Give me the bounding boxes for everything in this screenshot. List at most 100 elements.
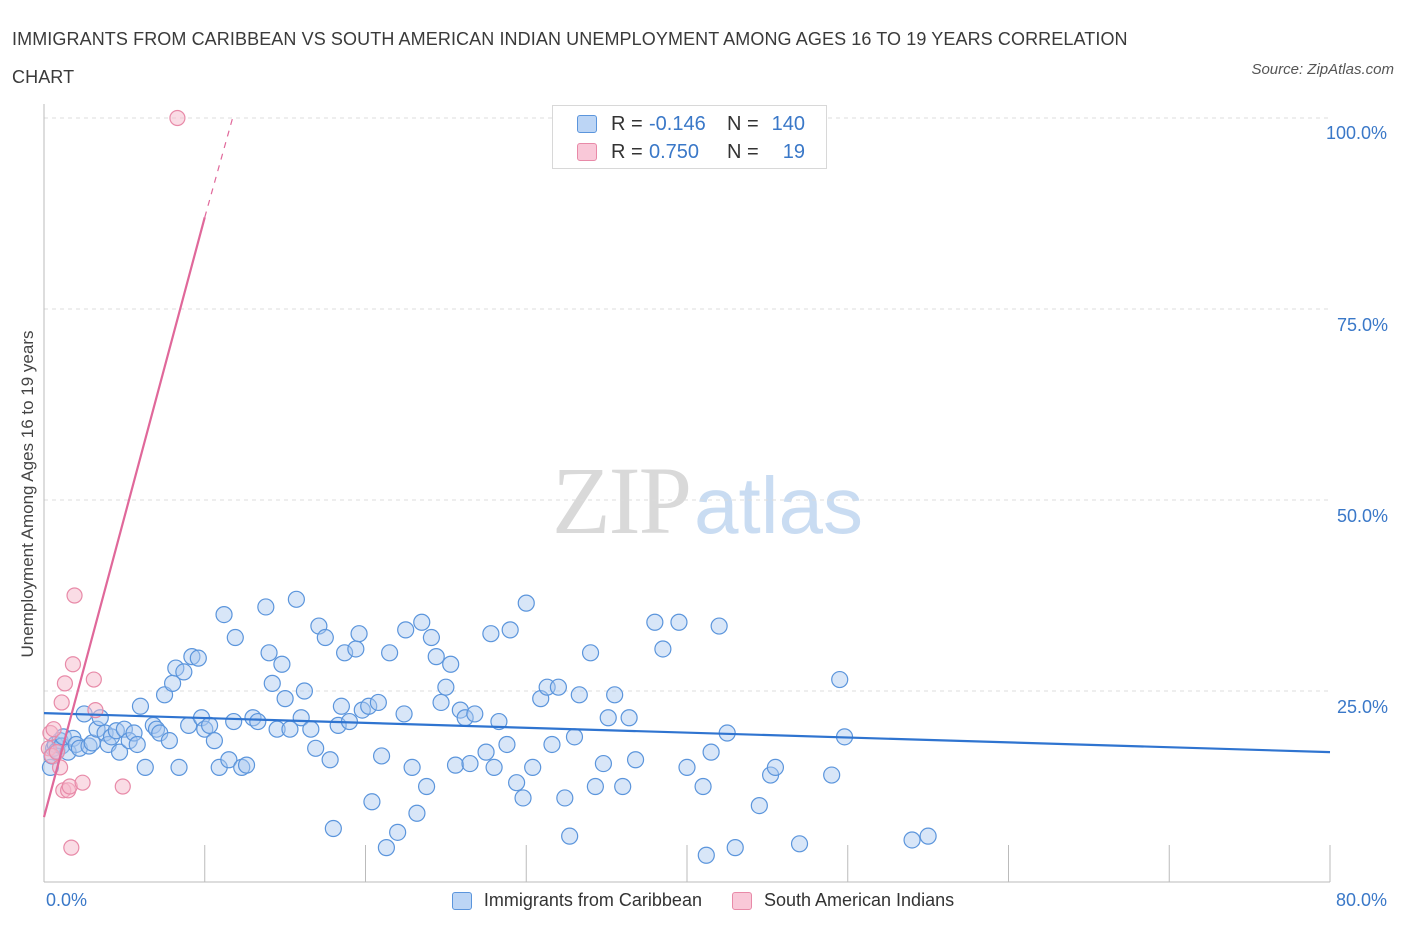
data-point-caribbean — [466, 705, 484, 723]
data-point-caribbean — [594, 754, 613, 773]
data-point-caribbean — [482, 625, 500, 643]
data-point-caribbean — [336, 644, 354, 662]
data-point-caribbean — [381, 644, 399, 662]
y-tick-label: 25.0% — [1337, 697, 1389, 717]
data-point-caribbean — [437, 678, 455, 696]
data-point-caribbean — [614, 777, 632, 796]
data-point-caribbean — [302, 720, 320, 738]
data-point-caribbean — [508, 774, 526, 792]
legend-n-label: N = — [727, 112, 759, 135]
data-point-south-american — [114, 778, 131, 795]
data-point-caribbean — [215, 605, 233, 624]
data-point-caribbean — [226, 628, 244, 647]
data-point-caribbean — [565, 728, 584, 746]
data-point-caribbean — [694, 777, 712, 796]
data-point-caribbean — [413, 613, 431, 631]
data-point-caribbean — [646, 613, 664, 631]
data-point-caribbean — [403, 758, 421, 777]
data-point-caribbean — [324, 819, 342, 838]
data-point-caribbean — [287, 590, 305, 608]
data-point-caribbean — [620, 709, 638, 727]
data-point-caribbean — [432, 693, 450, 712]
data-point-caribbean — [570, 686, 588, 704]
data-point-caribbean — [372, 747, 391, 765]
data-point-caribbean — [726, 839, 744, 857]
data-point-south-american — [74, 774, 91, 791]
trend-extension-south-american — [204, 114, 235, 218]
data-point-caribbean — [485, 758, 503, 777]
data-point-caribbean — [263, 674, 281, 692]
data-point-caribbean — [183, 648, 201, 666]
data-point-caribbean — [363, 793, 381, 811]
data-point-caribbean — [750, 796, 768, 815]
data-point-caribbean — [599, 709, 617, 727]
data-point-caribbean — [200, 716, 219, 734]
data-point-caribbean — [131, 697, 150, 715]
data-point-caribbean — [823, 766, 841, 784]
data-point-caribbean — [654, 640, 672, 658]
data-point-caribbean — [110, 743, 129, 761]
data-point-caribbean — [586, 777, 604, 796]
series-legend-label: South American Indians — [763, 890, 955, 910]
legend-row-caribbean: R = -0.146 N = 140 — [577, 112, 805, 136]
data-point-caribbean — [697, 846, 715, 864]
data-point-caribbean — [350, 625, 368, 643]
data-point-caribbean — [903, 831, 921, 849]
data-point-caribbean — [543, 735, 561, 754]
data-point-caribbean — [514, 789, 532, 807]
data-point-caribbean — [626, 751, 645, 769]
data-point-caribbean — [257, 598, 275, 616]
legend-row-south-american: R = 0.750 N = 19 — [577, 140, 805, 164]
data-point-caribbean — [417, 777, 436, 796]
data-point-caribbean — [397, 621, 415, 639]
legend-n-value: 140 — [771, 112, 805, 135]
data-point-caribbean — [360, 697, 378, 715]
data-point-caribbean — [175, 663, 193, 681]
data-point-south-american — [85, 671, 102, 688]
data-point-caribbean — [766, 758, 785, 777]
data-point-caribbean — [670, 613, 688, 631]
data-point-south-american — [63, 839, 80, 856]
data-point-caribbean — [389, 823, 407, 841]
data-point-caribbean — [225, 712, 243, 731]
data-point-caribbean — [260, 644, 278, 662]
data-point-south-american — [45, 721, 62, 738]
data-point-south-american — [53, 694, 70, 711]
data-point-caribbean — [919, 827, 937, 845]
data-point-caribbean — [136, 758, 154, 777]
series-legend: Immigrants from Caribbean South American… — [0, 890, 1406, 911]
data-point-caribbean — [128, 735, 146, 754]
series-swatch-blue — [451, 891, 472, 910]
data-point-caribbean — [332, 697, 350, 715]
data-point-caribbean — [316, 628, 334, 647]
source-label: Source: ZipAtlas.com — [1251, 61, 1394, 78]
data-point-caribbean — [498, 735, 516, 754]
chart-title: IMMIGRANTS FROM CARIBBEAN VS SOUTH AMERI… — [12, 29, 1128, 87]
data-point-caribbean — [446, 756, 465, 774]
series-legend-caribbean: Immigrants from Caribbean — [451, 890, 702, 911]
data-point-caribbean — [524, 758, 542, 777]
data-point-caribbean — [517, 594, 535, 612]
data-point-caribbean — [422, 628, 441, 647]
data-point-caribbean — [347, 640, 365, 658]
data-point-caribbean — [205, 732, 223, 750]
data-point-south-american — [64, 656, 82, 673]
legend-r-label: R = — [611, 112, 643, 135]
data-point-caribbean — [395, 705, 413, 723]
legend-swatch-pink — [577, 143, 597, 161]
data-point-caribbean — [427, 648, 445, 666]
y-tick-label: 100.0% — [1326, 123, 1388, 143]
series-swatch-pink — [731, 891, 752, 910]
data-point-caribbean — [276, 690, 294, 708]
data-point-caribbean — [408, 804, 426, 822]
data-point-caribbean — [556, 789, 574, 807]
data-point-caribbean — [160, 732, 178, 750]
data-point-south-american — [169, 109, 186, 127]
data-point-caribbean — [295, 682, 314, 700]
data-point-caribbean — [501, 621, 519, 639]
data-point-caribbean — [678, 758, 696, 777]
y-tick-label: 50.0% — [1337, 506, 1389, 526]
data-point-caribbean — [220, 751, 238, 769]
trend-line-caribbean — [43, 712, 1331, 754]
